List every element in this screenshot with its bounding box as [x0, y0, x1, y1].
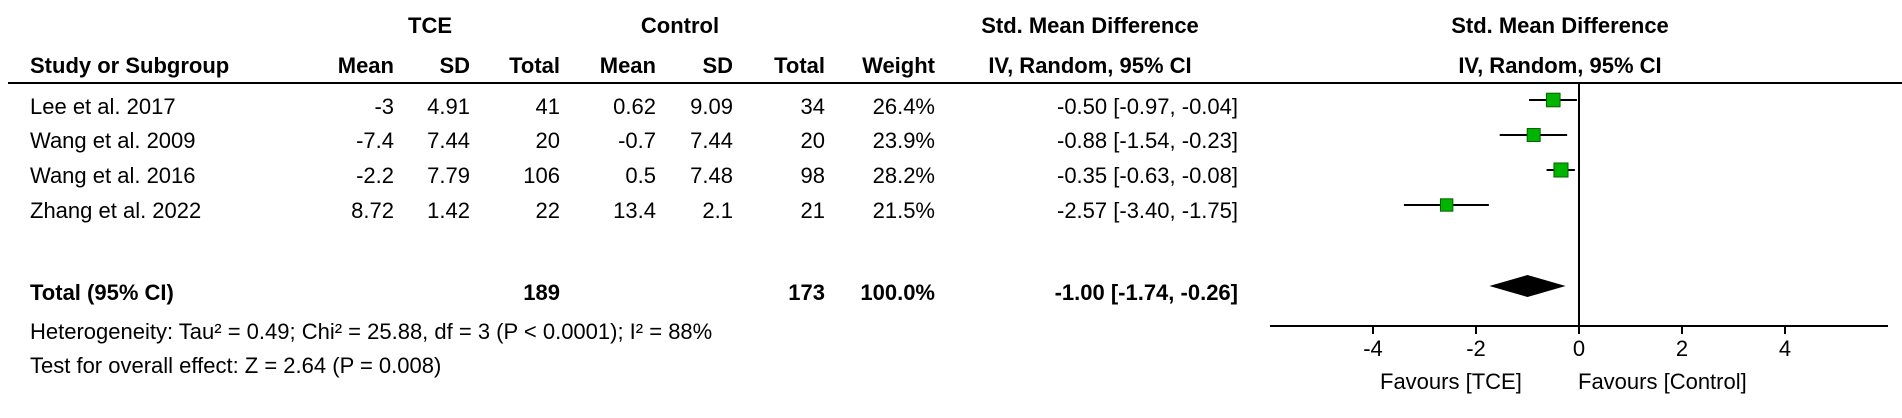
group1-header: TCE	[408, 13, 452, 38]
study-4-n2: 21	[800, 198, 825, 223]
study-4-sd1: 1.42	[427, 198, 470, 223]
study-4-weight: 21.5%	[872, 198, 935, 223]
study-3-ci-text: -0.35 [-0.63, -0.08]	[1057, 163, 1238, 188]
effect-col-title: Std. Mean Difference	[981, 13, 1199, 38]
x-tick-label-2: 0	[1573, 336, 1585, 361]
study-3-weight: 28.2%	[872, 163, 935, 188]
study-1-ci-text: -0.50 [-0.97, -0.04]	[1057, 94, 1238, 119]
sd1-header: SD	[439, 53, 470, 78]
study-1-mean1: -3	[374, 94, 394, 119]
x-tick-label-3: 2	[1676, 336, 1688, 361]
total-diamond	[1489, 275, 1566, 297]
study-4-ci-text: -2.57 [-3.40, -1.75]	[1057, 198, 1238, 223]
study-header: Study or Subgroup	[30, 53, 230, 78]
group2-header: Control	[640, 13, 720, 38]
mean1-header: Mean	[337, 53, 394, 78]
study-1-sd1: 4.91	[427, 94, 470, 119]
study-3-mean2: 0.5	[625, 163, 656, 188]
study-1-marker	[1545, 92, 1561, 108]
overall-effect-text: Test for overall effect: Z = 2.64 (P = 0…	[30, 353, 442, 378]
study-1-sd2: 9.09	[690, 94, 733, 119]
study-2-mean2: -0.7	[618, 128, 656, 153]
heterogeneity-text: Heterogeneity: Tau² = 0.49; Chi² = 25.88…	[30, 319, 713, 344]
study-3-name: Wang et al. 2016	[30, 163, 196, 188]
weight-header: Weight	[862, 53, 935, 78]
study-4-name: Zhang et al. 2022	[30, 198, 202, 223]
study-2-name: Wang et al. 2009	[30, 128, 196, 153]
study-4-marker	[1439, 198, 1454, 212]
total-n2: 173	[788, 280, 825, 305]
total2-header: Total	[774, 53, 825, 78]
study-1-n1: 41	[535, 94, 560, 119]
x-tick-label-4: 4	[1779, 336, 1791, 361]
effect-col-sub: IV, Random, 95% CI	[988, 53, 1192, 78]
study-3-marker	[1553, 162, 1569, 178]
study-2-weight: 23.9%	[872, 128, 935, 153]
study-2-sd2: 7.44	[690, 128, 733, 153]
mean2-header: Mean	[599, 53, 656, 78]
study-4-mean1: 8.72	[351, 198, 394, 223]
favours-right-label: Favours [Control]	[1578, 369, 1747, 394]
x-tick-label-1: -2	[1466, 336, 1486, 361]
plot-sub: IV, Random, 95% CI	[1458, 53, 1662, 78]
study-3-n1: 106	[523, 163, 560, 188]
study-3-mean1: -2.2	[356, 163, 394, 188]
total-label: Total (95% CI)	[30, 280, 174, 305]
study-3-n2: 98	[800, 163, 825, 188]
study-1-n2: 34	[800, 94, 825, 119]
study-2-n1: 20	[535, 128, 560, 153]
study-3-sd2: 7.48	[690, 163, 733, 188]
study-3-sd1: 7.79	[427, 163, 470, 188]
total-n1: 189	[523, 280, 560, 305]
study-4-mean2: 13.4	[613, 198, 656, 223]
sd2-header: SD	[702, 53, 733, 78]
header-rule	[8, 82, 1902, 84]
study-4-sd2: 2.1	[702, 198, 733, 223]
x-tick-label-0: -4	[1363, 336, 1383, 361]
study-4-n1: 22	[535, 198, 560, 223]
study-2-sd1: 7.44	[427, 128, 470, 153]
study-2-marker	[1526, 128, 1541, 142]
study-1-weight: 26.4%	[872, 94, 935, 119]
total-ci: -1.00 [-1.74, -0.26]	[1054, 280, 1238, 305]
study-2-ci-text: -0.88 [-1.54, -0.23]	[1057, 128, 1238, 153]
plot-title: Std. Mean Difference	[1451, 13, 1669, 38]
study-2-mean1: -7.4	[356, 128, 394, 153]
study-2-n2: 20	[800, 128, 825, 153]
total-weight: 100.0%	[860, 280, 935, 305]
study-1-mean2: 0.62	[613, 94, 656, 119]
study-1-name: Lee et al. 2017	[30, 94, 176, 119]
total1-header: Total	[509, 53, 560, 78]
favours-left-label: Favours [TCE]	[1380, 369, 1522, 394]
